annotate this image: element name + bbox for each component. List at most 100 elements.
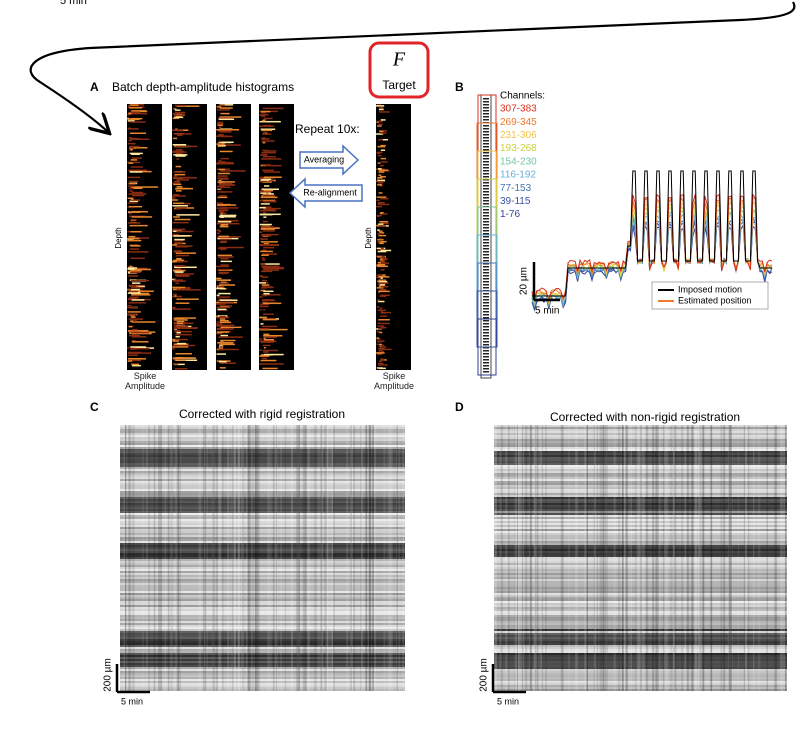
raster-streak [691, 425, 693, 691]
raster-row [120, 683, 405, 685]
histogram-cell [172, 288, 191, 290]
raster-streak [170, 425, 173, 691]
raster-row [494, 519, 787, 521]
histogram-cell [378, 291, 381, 294]
histogram-cell [127, 268, 135, 270]
histogram-cell [127, 230, 132, 233]
raster-row [120, 571, 405, 573]
histogram-cell [379, 255, 385, 257]
raster-row [494, 673, 787, 675]
histogram-cell [216, 106, 222, 108]
raster-row [120, 537, 405, 539]
histogram-cell [172, 117, 179, 120]
histogram-cell [378, 290, 390, 293]
raster-row [120, 525, 405, 527]
raster-streak [748, 425, 750, 691]
raster-row [120, 529, 405, 531]
raster-row [120, 551, 405, 553]
raster-streak [525, 425, 528, 691]
raster-streak [368, 425, 371, 691]
histogram-cell [377, 162, 381, 164]
raster-streak [317, 425, 321, 691]
histogram-cell [172, 221, 189, 224]
raster-streak [170, 425, 173, 691]
raster-streak [387, 425, 389, 691]
histogram-cell [263, 176, 282, 178]
raster-row [494, 487, 787, 489]
raster-row [494, 525, 787, 527]
histogram-cell [128, 162, 134, 164]
raster-row [120, 485, 405, 487]
probe-site [483, 308, 489, 310]
probe-site [483, 293, 489, 295]
imposed-trace [532, 170, 772, 297]
histogram-cell [378, 279, 386, 281]
raster-streak [744, 425, 747, 691]
histogram-cell [379, 184, 383, 187]
histogram-cell [174, 326, 189, 328]
legend-label: Imposed motion [678, 284, 742, 294]
raster-row [494, 607, 787, 609]
raster-streak [321, 425, 323, 691]
raster-row [120, 503, 405, 505]
histogram-cell [377, 280, 380, 282]
raster-row [494, 473, 787, 475]
raster-streak [206, 425, 208, 691]
histogram-cell [378, 192, 383, 194]
histogram-cell [127, 113, 131, 116]
histogram-cell [128, 334, 141, 337]
histogram-cell [261, 181, 272, 183]
histogram-cell [261, 284, 270, 286]
raster-row [120, 549, 405, 551]
raster-row [494, 425, 787, 427]
raster-streak [694, 425, 698, 691]
probe-site [483, 149, 489, 151]
histogram-cell [218, 247, 228, 250]
raster-row [494, 605, 787, 607]
histogram-cell [260, 323, 264, 325]
raster-streak [280, 425, 282, 691]
raster-streak [753, 425, 755, 691]
histogram-cell [263, 132, 267, 135]
histogram-cell [128, 318, 143, 320]
histogram-cell [128, 139, 133, 142]
probe-site [483, 320, 489, 322]
probe-site [483, 266, 489, 268]
histogram-cell [127, 267, 138, 269]
raster-row [120, 629, 405, 631]
histogram-cell [129, 152, 143, 155]
raster-streak [766, 425, 768, 691]
histogram-cell [172, 197, 176, 199]
histogram-cell [216, 277, 222, 280]
raster-streak [535, 425, 537, 691]
probe-site [483, 164, 489, 166]
histogram-cell [172, 286, 186, 289]
raster-streak [372, 425, 374, 691]
histogram-cell [219, 240, 228, 243]
raster-row [494, 577, 787, 579]
histogram-cell [176, 158, 180, 160]
histogram-cell [172, 129, 180, 131]
raster-row [494, 539, 787, 541]
histogram-cell [380, 346, 387, 348]
raster-row [120, 519, 405, 521]
raster-streak [672, 425, 675, 691]
probe-site [483, 110, 489, 112]
histogram-cell [261, 357, 268, 360]
histogram-cell [217, 236, 221, 238]
raster-row [120, 495, 405, 497]
histogram-cell [129, 190, 134, 192]
histogram-cell [260, 228, 275, 230]
histogram-cell [260, 179, 270, 181]
histogram-cell [377, 168, 382, 170]
histogram-cell [218, 235, 229, 238]
probe-site [483, 347, 489, 349]
histogram-cell [176, 260, 188, 263]
raster-streak [367, 425, 369, 691]
raster-streak [250, 425, 254, 691]
raster-streak [663, 425, 665, 691]
raster-row [120, 575, 405, 577]
raster-row [120, 499, 405, 501]
raster-streak [298, 425, 300, 691]
histogram-cell [175, 165, 182, 168]
